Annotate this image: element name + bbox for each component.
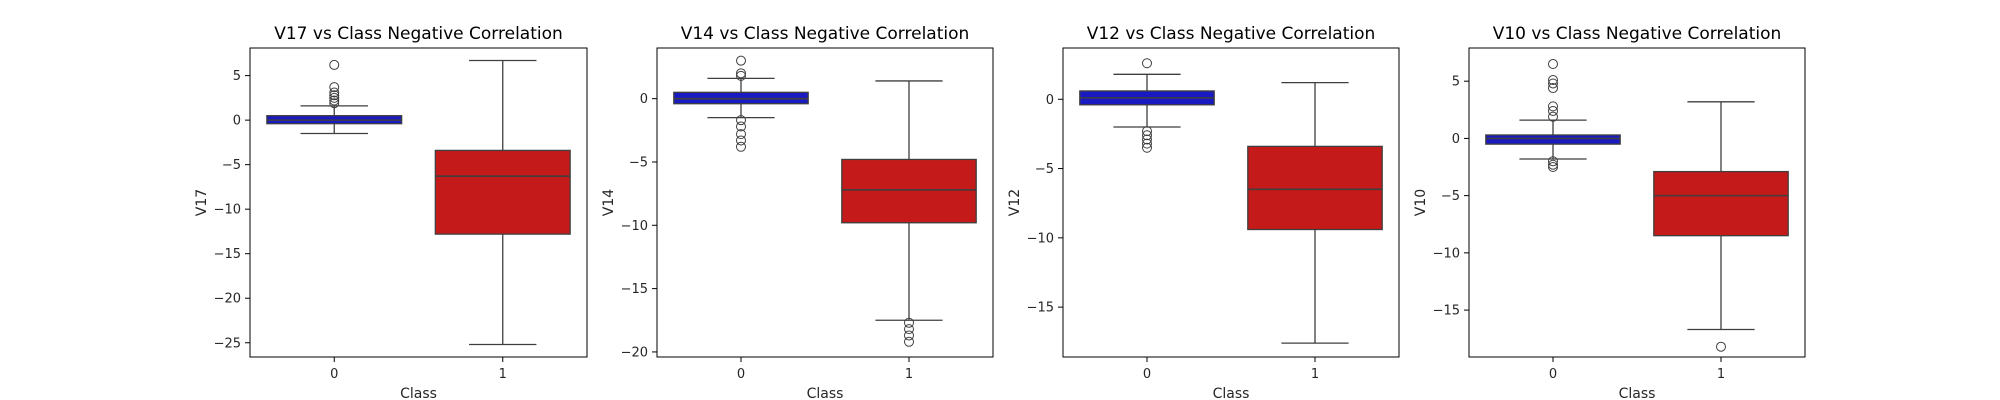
- outlier-point: [1142, 126, 1152, 137]
- x-tick-label: 0: [1143, 367, 1151, 382]
- x-axis-label: Class: [400, 386, 437, 400]
- box-iqr: [434, 149, 571, 235]
- outlier-point: [329, 98, 340, 109]
- x-axis-label: Class: [1213, 386, 1250, 400]
- y-tick-label: −15: [1433, 304, 1460, 319]
- outlier-point: [329, 82, 340, 93]
- box-class-0: [1079, 58, 1215, 153]
- y-tick-label: −10: [1027, 231, 1054, 246]
- outlier-point: [1548, 156, 1558, 167]
- outlier-point: [1548, 105, 1558, 116]
- y-tick-label: −15: [621, 282, 648, 297]
- outlier-point: [904, 330, 914, 341]
- y-axis-label: V14: [601, 189, 617, 216]
- y-tick-label: 5: [233, 69, 241, 84]
- chart-panel-2: 0 −5 −10 −15 −20 0 1 Class V14 V14 vs Class Negat…: [601, 24, 994, 400]
- box-class-1: [1653, 101, 1789, 352]
- box-class-0: [1485, 59, 1621, 173]
- chart-title: V17 vs Class Negative Correlation: [274, 24, 563, 44]
- y-tick-label: −5: [629, 155, 648, 170]
- y-tick-label: 0: [1046, 93, 1054, 108]
- box-class-0: [266, 59, 403, 135]
- chart-panel-4: 5 0 −5 −10 −15 0 1 Class V10 V10 vs Class Negativ…: [1413, 24, 1806, 400]
- outlier-point: [329, 95, 340, 106]
- y-tick-label: 5: [1452, 75, 1460, 90]
- y-tick-label: 0: [233, 114, 241, 129]
- plot-frame: [656, 47, 994, 358]
- plot-frame: [1062, 47, 1400, 358]
- outlier-point: [736, 129, 746, 140]
- box-class-1: [1247, 81, 1383, 344]
- outlier-point: [904, 324, 914, 335]
- outlier-point: [736, 55, 746, 66]
- x-axis-label: Class: [807, 386, 844, 400]
- outlier-point: [329, 92, 340, 103]
- plot-frame: [1468, 47, 1806, 358]
- y-tick-label: −10: [214, 203, 241, 218]
- y-tick-label: −5: [1035, 162, 1054, 177]
- x-tick-label: 1: [499, 367, 507, 382]
- outlier-point: [1548, 59, 1558, 70]
- outlier-point: [736, 135, 746, 146]
- outlier-point: [1716, 341, 1726, 352]
- y-tick-label: 0: [1452, 132, 1460, 147]
- x-tick-label: 0: [737, 367, 745, 382]
- y-tick-label: 0: [640, 92, 648, 107]
- y-tick-label: −15: [1027, 301, 1054, 316]
- chart-title: V12 vs Class Negative Correlation: [1087, 24, 1376, 44]
- chart-panel-1: 5 0 −5 −10 −15 −20 −25 0 1 Class V17 V17 vs Class N…: [194, 24, 588, 400]
- box-class-1: [434, 59, 571, 346]
- y-tick-label: −10: [1433, 246, 1460, 261]
- x-tick-label: 0: [1549, 367, 1557, 382]
- y-tick-label: −15: [214, 247, 241, 262]
- x-tick-label: 1: [1311, 367, 1319, 382]
- outlier-point: [1548, 159, 1558, 170]
- outlier-point: [329, 87, 340, 98]
- box-iqr: [1485, 134, 1621, 145]
- outlier-point: [736, 141, 746, 152]
- y-tick-label: −20: [214, 292, 241, 307]
- outlier-point: [736, 121, 746, 132]
- y-tick-label: −20: [621, 345, 648, 360]
- outlier-point: [736, 68, 746, 79]
- chart-title: V10 vs Class Negative Correlation: [1493, 24, 1782, 44]
- y-tick-label: −10: [621, 219, 648, 234]
- x-tick-label: 0: [330, 367, 338, 382]
- outlier-point: [1548, 111, 1558, 122]
- box-iqr: [1653, 170, 1789, 237]
- plot-frame: [249, 47, 588, 358]
- outlier-point: [1142, 134, 1152, 145]
- x-tick-label: 1: [1717, 367, 1725, 382]
- y-axis-label: V12: [1007, 189, 1023, 216]
- y-axis-label: V10: [1413, 189, 1429, 216]
- box-class-1: [841, 80, 977, 347]
- outlier-point: [1142, 58, 1152, 69]
- y-axis-label: V17: [194, 189, 210, 216]
- outlier-point: [1142, 142, 1152, 153]
- outlier-point: [1548, 101, 1558, 112]
- y-tick-label: −5: [1441, 189, 1460, 204]
- box-iqr: [841, 158, 977, 224]
- x-tick-label: 1: [905, 367, 913, 382]
- outlier-point: [1548, 75, 1558, 86]
- outlier-point: [736, 70, 746, 81]
- outlier-point: [904, 336, 914, 347]
- box-class-0: [673, 55, 809, 152]
- outlier-point: [329, 90, 340, 101]
- outlier-point: [1142, 130, 1152, 141]
- outlier-point: [1548, 162, 1558, 173]
- chart-title: V14 vs Class Negative Correlation: [681, 24, 970, 44]
- outlier-point: [1548, 83, 1558, 94]
- y-tick-label: −5: [222, 158, 241, 173]
- box-iqr: [1247, 145, 1383, 231]
- y-tick-label: −25: [214, 336, 241, 351]
- outlier-point: [736, 115, 746, 126]
- outlier-point: [329, 59, 340, 70]
- outlier-point: [1548, 78, 1558, 89]
- x-axis-label: Class: [1619, 386, 1656, 400]
- outlier-point: [904, 317, 914, 328]
- outlier-point: [1142, 138, 1152, 149]
- chart-panel-3: 0 −5 −10 −15 0 1 Class V12 V12 vs Class Negative…: [1007, 24, 1400, 400]
